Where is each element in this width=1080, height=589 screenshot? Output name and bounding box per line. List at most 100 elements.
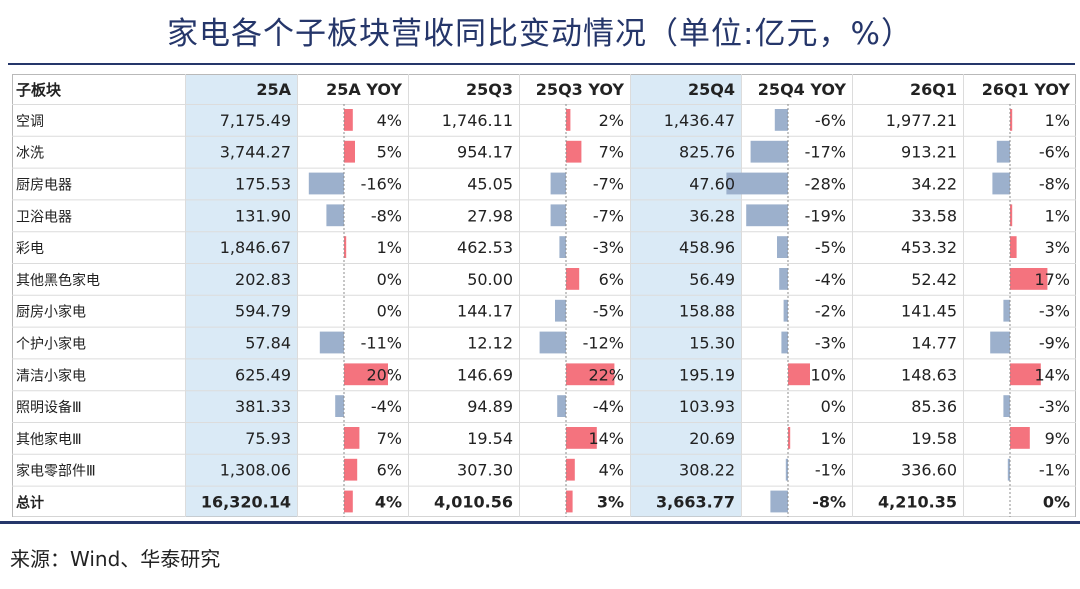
column-header: 子板块 xyxy=(16,81,62,99)
row-label: 其他黑色家电 xyxy=(16,272,100,289)
yoy-value: 0% xyxy=(1043,493,1070,512)
revenue-value: 75.93 xyxy=(245,429,291,448)
yoy-value: 5% xyxy=(377,143,402,162)
revenue-value: 1,746.11 xyxy=(442,111,513,130)
yoy-bar xyxy=(992,172,1010,195)
yoy-value: -8% xyxy=(812,493,846,512)
yoy-bar xyxy=(774,109,788,131)
revenue-value: 52.42 xyxy=(911,270,957,289)
row-label: 清洁小家电 xyxy=(16,367,86,384)
yoy-value: -3% xyxy=(593,238,624,257)
yoy-value: 0% xyxy=(821,397,846,416)
yoy-value: 14% xyxy=(1034,365,1070,384)
revenue-value: 85.36 xyxy=(911,397,957,416)
yoy-bar xyxy=(990,331,1010,354)
revenue-value: 16,320.14 xyxy=(201,493,291,512)
yoy-bar xyxy=(539,331,566,354)
yoy-bar xyxy=(566,109,571,131)
revenue-value: 56.49 xyxy=(689,270,735,289)
revenue-value: 15.30 xyxy=(689,334,735,353)
yoy-bar xyxy=(781,331,788,354)
yoy-bar xyxy=(1007,458,1010,481)
revenue-value: 913.21 xyxy=(901,143,957,162)
revenue-value: 175.53 xyxy=(235,175,291,194)
yoy-value: 14% xyxy=(588,429,624,448)
revenue-value: 47.60 xyxy=(689,175,735,194)
yoy-value: -7% xyxy=(593,175,624,194)
yoy-value: -2% xyxy=(815,302,846,321)
revenue-value: 825.76 xyxy=(679,143,735,162)
revenue-value: 4,010.56 xyxy=(434,493,513,512)
source-note: 来源：Wind、华泰研究 xyxy=(10,547,221,571)
revenue-value: 45.05 xyxy=(467,175,513,194)
yoy-value: 20% xyxy=(366,365,402,384)
yoy-value: -3% xyxy=(1039,302,1070,321)
revenue-value: 594.79 xyxy=(235,302,291,321)
yoy-bar xyxy=(1003,395,1010,417)
yoy-value: 22% xyxy=(588,365,624,384)
yoy-value: 3% xyxy=(1045,238,1070,257)
revenue-value: 27.98 xyxy=(467,206,513,225)
revenue-value: 1,308.06 xyxy=(220,461,291,480)
yoy-value: -4% xyxy=(371,397,402,416)
yoy-bar xyxy=(344,458,358,481)
yoy-bar xyxy=(566,458,575,481)
yoy-bar xyxy=(566,427,597,449)
row-label: 家电零部件Ⅲ xyxy=(16,463,96,480)
yoy-bar xyxy=(750,140,788,163)
yoy-value: -11% xyxy=(361,334,402,353)
yoy-bar xyxy=(785,458,788,481)
yoy-value: -4% xyxy=(815,270,846,289)
yoy-value: 1% xyxy=(1045,206,1070,225)
yoy-value: -9% xyxy=(1039,334,1070,353)
yoy-bar xyxy=(1010,427,1030,449)
yoy-bar xyxy=(566,140,582,163)
yoy-bar xyxy=(566,363,615,386)
revenue-value: 158.88 xyxy=(679,302,735,321)
yoy-value: 1% xyxy=(377,238,402,257)
revenue-value: 33.58 xyxy=(911,206,957,225)
revenue-value: 625.49 xyxy=(235,365,291,384)
revenue-value: 1,977.21 xyxy=(886,111,957,130)
yoy-value: -7% xyxy=(593,206,624,225)
row-label: 照明设备Ⅲ xyxy=(16,399,82,416)
yoy-value: 3% xyxy=(597,493,624,512)
revenue-value: 4,210.35 xyxy=(878,493,957,512)
row-label: 总计 xyxy=(16,495,44,512)
yoy-bar xyxy=(344,140,355,163)
yoy-value: 1% xyxy=(821,429,846,448)
column-header: 25Q3 YOY xyxy=(536,80,625,99)
revenue-value: 195.19 xyxy=(679,365,735,384)
column-header: 26Q1 YOY xyxy=(982,80,1071,99)
revenue-value: 307.30 xyxy=(457,461,513,480)
yoy-bar xyxy=(788,427,791,449)
revenue-value: 308.22 xyxy=(679,461,735,480)
row-label: 卫浴电器 xyxy=(16,209,72,225)
revenue-value: 36.28 xyxy=(689,206,735,225)
revenue-value: 19.54 xyxy=(467,429,513,448)
yoy-value: 4% xyxy=(377,111,402,130)
yoy-bar xyxy=(783,299,788,322)
revenue-value: 34.22 xyxy=(911,175,957,194)
yoy-bar xyxy=(326,204,344,227)
revenue-value: 3,663.77 xyxy=(656,493,735,512)
yoy-value: 4% xyxy=(599,461,624,480)
yoy-bar xyxy=(726,172,788,195)
revenue-value: 12.12 xyxy=(467,334,513,353)
yoy-bar xyxy=(779,268,788,290)
yoy-bar xyxy=(344,236,347,258)
revenue-value: 453.32 xyxy=(901,238,957,257)
yoy-bar xyxy=(344,109,353,131)
yoy-value: -4% xyxy=(593,397,624,416)
yoy-bar xyxy=(996,140,1010,163)
yoy-bar xyxy=(1010,236,1017,258)
yoy-value: -5% xyxy=(815,238,846,257)
revenue-value: 148.63 xyxy=(901,365,957,384)
revenue-value: 19.58 xyxy=(911,429,957,448)
revenue-value: 381.33 xyxy=(235,397,291,416)
revenue-value: 458.96 xyxy=(679,238,735,257)
yoy-value: -6% xyxy=(1039,143,1070,162)
yoy-bar xyxy=(788,363,810,386)
yoy-bar xyxy=(555,299,566,322)
yoy-value: -28% xyxy=(805,175,846,194)
